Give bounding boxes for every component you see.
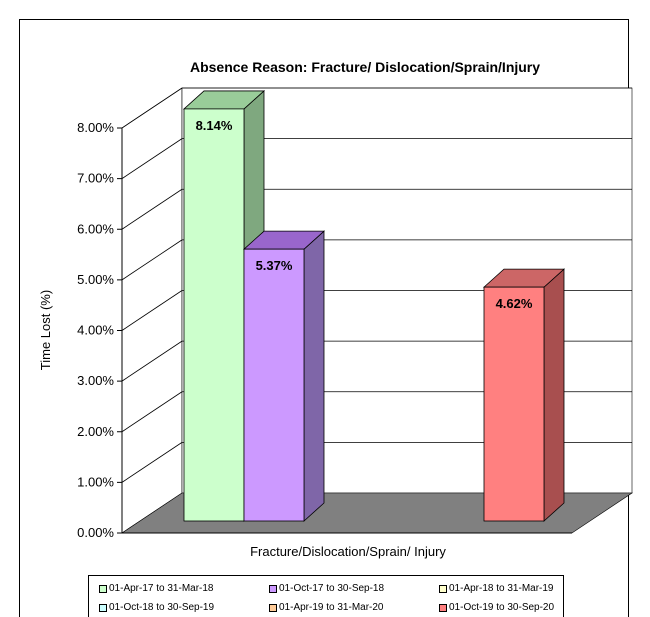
gridline-side: [121, 239, 183, 281]
gridline-side: [121, 290, 183, 331]
legend-swatch: [99, 584, 107, 593]
legend-entry: 01-Apr-19 to 31-Mar-20: [269, 602, 384, 613]
legend-entry: 01-Oct-19 to 30-Sep-20: [439, 602, 554, 613]
legend-label: 01-Apr-17 to 31-Mar-18: [109, 583, 214, 594]
legend-label: 01-Oct-18 to 30-Sep-19: [109, 602, 215, 613]
chart-title: Absence Reason: Fracture/ Dislocation/Sp…: [190, 59, 540, 75]
legend-label: 01-Oct-19 to 30-Sep-20: [449, 602, 555, 613]
y-tick-label: 3.00%: [77, 373, 114, 388]
bar: 4.62%: [482, 268, 566, 522]
data-label: 5.37%: [256, 258, 293, 273]
legend-entry: 01-Oct-17 to 30-Sep-18: [269, 583, 384, 594]
legend-swatch: [269, 603, 277, 612]
bar-front: [483, 286, 545, 522]
y-tick-label: 4.00%: [77, 323, 114, 338]
legend-swatch: [439, 603, 447, 612]
legend-entry: 01-Apr-18 to 31-Mar-19: [439, 583, 554, 594]
bar-side: [303, 230, 325, 522]
legend-entry: 01-Oct-18 to 30-Sep-19: [99, 602, 214, 613]
legend-swatch: [439, 584, 447, 593]
bar-front: [243, 248, 305, 522]
data-label: 8.14%: [196, 118, 233, 133]
legend-label: 01-Apr-19 to 31-Mar-20: [279, 602, 384, 613]
gridline-side: [121, 391, 183, 433]
y-axis-label: Time Lost (%): [38, 290, 53, 370]
y-tick-label: 0.00%: [77, 525, 114, 540]
y-tick-label: 7.00%: [77, 171, 114, 186]
y-tick-label: 1.00%: [77, 474, 114, 489]
plot-area: 0.00% 1.00% 2.00% 3.00% 4.00% 5.00% 6.00% 7.00%…: [77, 87, 633, 540]
legend-swatch: [269, 584, 277, 593]
bar-front: [183, 108, 245, 522]
legend-label: 01-Apr-18 to 31-Mar-19: [449, 583, 554, 594]
y-tick-label: 8.00%: [77, 120, 114, 135]
y-tick-label: 6.00%: [77, 221, 114, 236]
y-tick-label: 2.00%: [77, 424, 114, 439]
gridline-side: [121, 87, 183, 129]
legend-label: 01-Oct-17 to 30-Sep-18: [279, 583, 385, 594]
y-tick-label: 5.00%: [77, 272, 114, 287]
gridline-side: [121, 442, 183, 483]
legend-swatch: [99, 603, 107, 612]
bar: 5.37%: [242, 230, 326, 522]
bar-side: [543, 268, 565, 522]
x-axis-label: Fracture/Dislocation/Sprain/ Injury: [250, 544, 446, 559]
legend-entry: 01-Apr-17 to 31-Mar-18: [99, 583, 214, 594]
gridline-side: [121, 188, 183, 230]
gridline-side: [121, 138, 183, 179]
gridline-side: [121, 340, 183, 382]
legend: 01-Apr-17 to 31-Mar-18 01-Oct-17 to 30-Se…: [88, 575, 564, 617]
data-label: 4.62%: [496, 296, 533, 311]
